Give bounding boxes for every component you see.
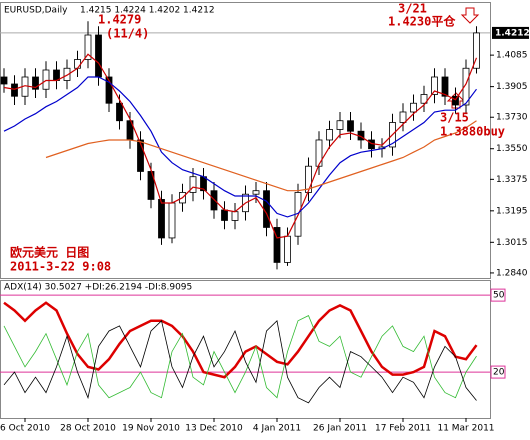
y-tick-label: 1.3375 (496, 175, 528, 185)
y-tick-label: 1.3905 (496, 82, 528, 92)
candle-body (399, 111, 407, 123)
annotation: 1.3880buy (440, 125, 505, 139)
candle-body (410, 102, 417, 113)
candle-body (116, 102, 123, 122)
candle-body (105, 76, 113, 104)
candle-body (63, 67, 71, 81)
annotation: 1.4230平仓 (388, 14, 456, 29)
x-tick-label: 28 Oct 2010 (60, 424, 116, 434)
candle-body (452, 95, 459, 106)
moving-average (3, 53, 478, 239)
annotation: 1.4279 (98, 13, 141, 27)
y-tick-label: 1.3730 (496, 113, 528, 123)
candle-body (462, 67, 470, 106)
candle-body (431, 76, 438, 95)
candle-body (441, 76, 449, 97)
candle-body (326, 129, 333, 141)
candle-body (263, 190, 270, 228)
candle-body (11, 83, 18, 97)
annotation: (11/4) (106, 27, 149, 41)
indicator-panel (0, 280, 491, 419)
candle-body (420, 94, 428, 104)
x-tick-label: 17 Feb 2011 (375, 424, 431, 434)
candle-body (284, 235, 291, 263)
x-tick-label: 11 Mar 2011 (437, 424, 494, 434)
candle-body (231, 211, 239, 221)
x-tick-label: 6 Oct 2010 (0, 424, 50, 434)
last-price-box (492, 26, 529, 39)
indicator-title: ADX(14) 30.5027 +DI:26.2194 -DI:8.9095 (4, 283, 192, 293)
y-tick-label: 1.4085 (496, 51, 528, 61)
level-box (490, 288, 506, 302)
candle-body (84, 34, 92, 60)
price-panel (0, 2, 491, 279)
candle-body (305, 165, 312, 193)
candle-body (158, 199, 165, 239)
candle-body (74, 59, 81, 69)
level-label: 50 (493, 291, 505, 301)
level-box (490, 365, 506, 379)
y-tick-label: 1.3015 (496, 238, 528, 248)
annotation: 3/15 (440, 111, 469, 125)
candle-body (347, 120, 354, 132)
candle-body (137, 139, 144, 172)
moving-average (3, 76, 477, 218)
level-label: 20 (493, 368, 505, 378)
x-tick-label: 26 Jan 2011 (313, 424, 367, 434)
x-tick-label: 4 Jan 2011 (253, 424, 301, 434)
candle-body (42, 69, 50, 90)
indicator-line (3, 315, 477, 399)
annotation: 3/21 (398, 2, 427, 16)
y-tick-label: 1.3195 (496, 206, 528, 216)
last-price-label: 1.4212 (495, 28, 530, 38)
annotation: 2011-3-22 9:08 (10, 260, 111, 274)
indicator-line (3, 301, 478, 379)
candle-body (315, 139, 323, 167)
ohlc-header: 1.4215 1.4224 1.4202 1.4212 (80, 6, 215, 16)
candle-body (168, 202, 176, 239)
candle-body (473, 32, 480, 69)
chart-title: EURUSD,Daily (4, 6, 68, 16)
indicator-line (3, 319, 477, 404)
candle-body (32, 76, 39, 90)
candle-body (189, 176, 197, 193)
candle-body (221, 209, 228, 221)
x-tick-label: 13 Dec 2010 (185, 424, 243, 434)
candle-body (252, 190, 260, 195)
annotation: 欧元美元 日图 (10, 245, 89, 260)
candle-body (0, 76, 8, 85)
moving-average (45, 120, 477, 192)
candle-body (273, 227, 281, 263)
sell-arrow (460, 7, 480, 24)
candle-body (336, 120, 344, 130)
x-tick-label: 19 Nov 2010 (122, 424, 180, 434)
y-tick-label: 1.3550 (496, 144, 528, 154)
candle-body (95, 34, 102, 78)
y-tick-label: 1.2840 (496, 268, 528, 278)
